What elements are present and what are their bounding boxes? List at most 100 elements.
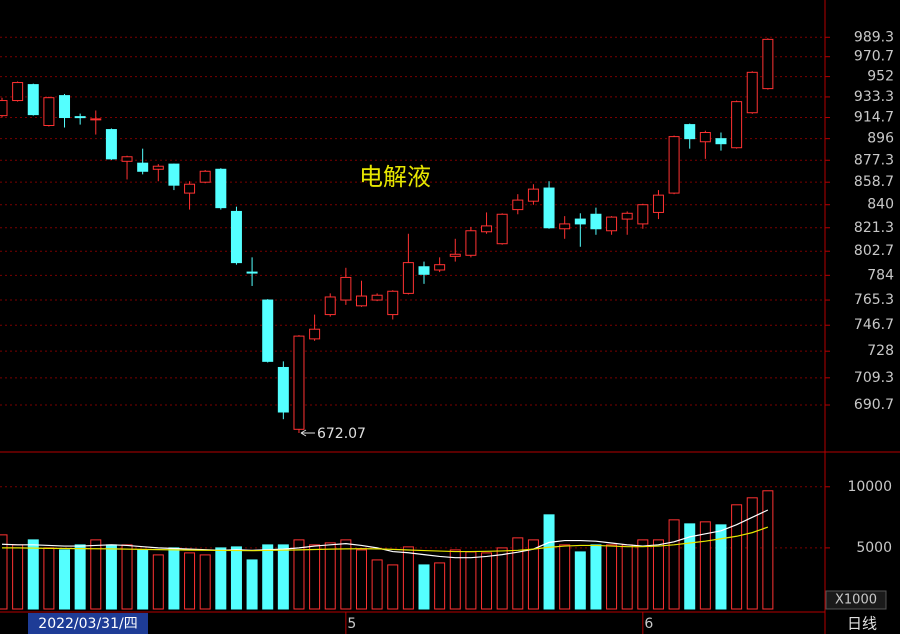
volume-bar bbox=[12, 544, 24, 610]
candle-body bbox=[418, 266, 430, 275]
volume-bar bbox=[293, 539, 305, 610]
candle-body bbox=[340, 276, 352, 301]
volume-bar bbox=[262, 544, 274, 610]
volume-bar bbox=[762, 490, 774, 610]
x-tick-label: 6 bbox=[644, 616, 653, 632]
candle-body bbox=[168, 163, 180, 186]
candle-body bbox=[402, 262, 414, 294]
candle-body bbox=[90, 118, 102, 121]
y-tick-label: 896 bbox=[867, 131, 894, 147]
candle-body bbox=[496, 213, 508, 245]
candle-body bbox=[262, 299, 274, 362]
candle-body bbox=[293, 335, 305, 430]
annotation-arrowhead bbox=[300, 429, 307, 437]
volume-bar bbox=[324, 542, 336, 610]
y-tick-label: 709.3 bbox=[854, 370, 894, 386]
candle-body bbox=[74, 116, 86, 119]
candle-body bbox=[152, 165, 164, 170]
volume-bar bbox=[215, 547, 227, 610]
y-tick-label: 858.7 bbox=[854, 174, 894, 190]
y-tick-label: 690.7 bbox=[854, 397, 894, 413]
candle-body bbox=[652, 194, 664, 213]
volume-bar bbox=[449, 549, 461, 610]
volume-bar bbox=[637, 539, 649, 610]
volume-bar bbox=[496, 547, 508, 610]
candle-body bbox=[543, 187, 555, 229]
y-tick-label: 952 bbox=[867, 69, 894, 85]
volume-bar bbox=[481, 552, 493, 610]
volume-bar bbox=[371, 559, 383, 610]
cursor-box bbox=[28, 613, 148, 634]
candle-body bbox=[371, 294, 383, 301]
volume-bar bbox=[731, 504, 743, 610]
moving-average-line bbox=[1, 509, 769, 559]
y-tick-label: 728 bbox=[867, 343, 894, 359]
candle-body bbox=[199, 170, 211, 183]
candle-body bbox=[527, 188, 539, 202]
candle-body bbox=[746, 71, 758, 114]
candle-body bbox=[387, 290, 399, 316]
y-tick-label: 914.7 bbox=[854, 110, 894, 126]
moving-average-line bbox=[2, 526, 769, 553]
volume-bar bbox=[434, 562, 446, 610]
candle-body bbox=[731, 101, 743, 149]
volume-bar bbox=[121, 544, 133, 610]
unit-box bbox=[825, 590, 887, 610]
candle-body bbox=[512, 199, 524, 211]
volume-bar bbox=[527, 539, 539, 610]
volume-bar bbox=[699, 521, 711, 610]
candle-body bbox=[481, 225, 493, 233]
candle-body bbox=[137, 162, 149, 172]
candle-body bbox=[606, 216, 618, 232]
volume-bar bbox=[184, 552, 196, 610]
period-label[interactable]: 日线 bbox=[847, 615, 877, 633]
volume-bar bbox=[574, 551, 586, 610]
candle-body bbox=[215, 168, 227, 209]
candle-body bbox=[105, 129, 117, 160]
candle-body bbox=[559, 223, 571, 230]
y-tick-label: 821.3 bbox=[854, 220, 894, 236]
y-tick-label: 933.3 bbox=[854, 89, 894, 105]
chart-title: 电解液 bbox=[359, 163, 431, 191]
volume-bar bbox=[606, 544, 618, 610]
x-tick-label: 5 bbox=[347, 616, 356, 632]
y-tick-label: 10000 bbox=[847, 479, 892, 495]
volume-bar bbox=[0, 534, 8, 610]
candle-body bbox=[324, 296, 336, 316]
volume-bar bbox=[168, 547, 180, 610]
y-tick-label: 970.7 bbox=[854, 49, 894, 65]
candle-body bbox=[637, 204, 649, 225]
volume-bar bbox=[559, 544, 571, 610]
low-annotation: 672.07 bbox=[317, 426, 366, 442]
y-tick-label: 840 bbox=[867, 197, 894, 213]
volume-bar bbox=[746, 497, 758, 610]
volume-bar bbox=[43, 547, 55, 610]
y-tick-label: 877.3 bbox=[854, 152, 894, 168]
candle-body bbox=[121, 156, 133, 162]
volume-bar bbox=[309, 544, 321, 610]
candle-body bbox=[27, 84, 39, 116]
candle-body bbox=[230, 210, 242, 264]
volume-bar bbox=[230, 546, 242, 610]
candle-body bbox=[590, 213, 602, 230]
volume-bar bbox=[418, 564, 430, 610]
candle-body bbox=[762, 38, 774, 90]
volume-bar bbox=[59, 549, 71, 610]
candle-body bbox=[449, 253, 461, 257]
volume-bar bbox=[277, 544, 289, 610]
candle-body bbox=[184, 183, 196, 194]
y-tick-label: 765.3 bbox=[854, 292, 894, 308]
volume-bar bbox=[340, 539, 352, 610]
volume-bar bbox=[590, 544, 602, 610]
candle-body bbox=[621, 212, 633, 220]
volume-bar bbox=[512, 537, 524, 610]
volume-bar bbox=[402, 546, 414, 610]
y-tick-label: 784 bbox=[867, 267, 894, 283]
volume-bar bbox=[137, 549, 149, 610]
volume-bar bbox=[715, 524, 727, 610]
y-tick-label: 5000 bbox=[856, 540, 892, 556]
candle-body bbox=[246, 271, 258, 274]
candle-body bbox=[668, 136, 680, 194]
